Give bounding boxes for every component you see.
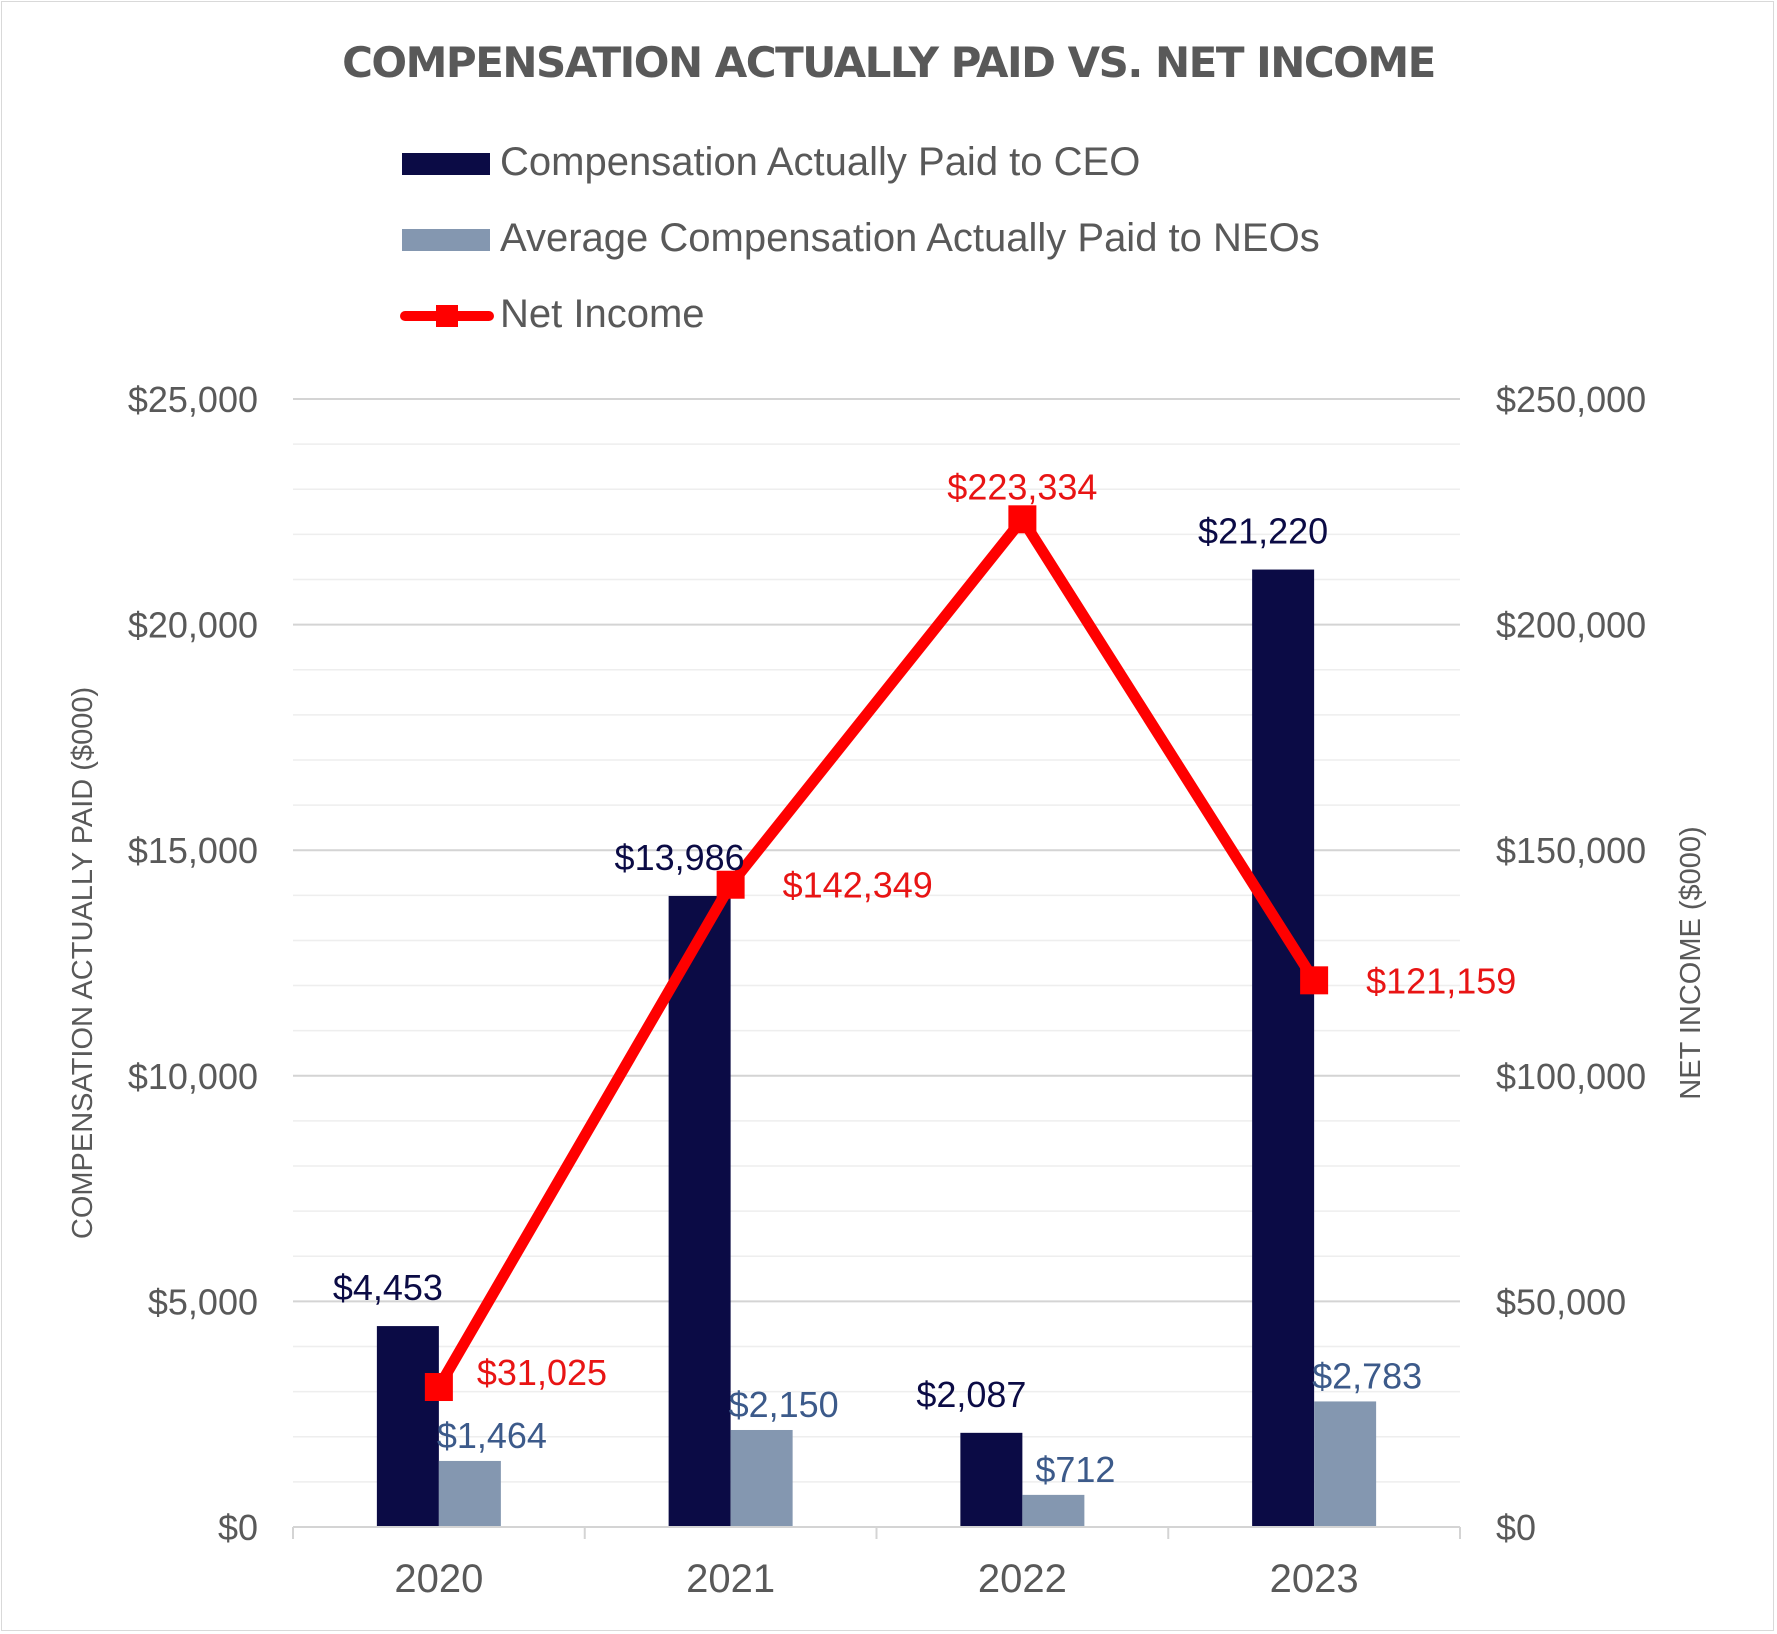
net-income-marker — [424, 1373, 453, 1402]
chart-title: COMPENSATION ACTUALLY PAID VS. NET INCOM… — [342, 38, 1436, 87]
legend-label-ceo: Compensation Actually Paid to CEO — [500, 140, 1141, 184]
bar-neo — [438, 1460, 501, 1527]
legend-label-neo: Average Compensation Actually Paid to NE… — [500, 216, 1320, 260]
y2-tick-label: $50,000 — [1496, 1281, 1626, 1322]
y2-tick-label: $0 — [1496, 1507, 1536, 1548]
data-label-neo: $2,150 — [729, 1384, 839, 1425]
data-label-net-income: $31,025 — [477, 1352, 607, 1393]
legend-label-net-income: Net Income — [500, 292, 705, 336]
y2-tick-label: $200,000 — [1496, 605, 1646, 646]
x-tick-label: 2023 — [1270, 1557, 1359, 1601]
bar-ceo — [668, 895, 731, 1527]
x-tick-label: 2021 — [686, 1557, 775, 1601]
y-tick-label: $15,000 — [128, 830, 258, 871]
y-tick-label: $20,000 — [128, 605, 258, 646]
y2-tick-label: $100,000 — [1496, 1056, 1646, 1097]
legend-swatch-neo — [402, 229, 490, 251]
data-label-ceo: $4,453 — [333, 1267, 443, 1308]
y-tick-label: $0 — [218, 1507, 258, 1548]
y-tick-label: $25,000 — [128, 379, 258, 420]
data-label-net-income: $121,159 — [1366, 960, 1516, 1001]
bar-ceo — [376, 1326, 439, 1527]
bar-ceo — [1252, 569, 1315, 1527]
data-label-neo: $1,464 — [437, 1415, 547, 1456]
legend-swatch-net-income-marker — [436, 305, 458, 327]
bar-neo — [1314, 1401, 1377, 1527]
y-tick-label: $10,000 — [128, 1056, 258, 1097]
data-label-ceo: $13,986 — [615, 837, 745, 878]
y2-tick-label: $250,000 — [1496, 379, 1646, 420]
y-axis-title: COMPENSATION ACTUALLY PAID ($000) — [67, 687, 99, 1239]
net-income-line — [434, 509, 1319, 1390]
data-label-ceo: $21,220 — [1198, 511, 1328, 552]
bar-neo — [730, 1429, 793, 1527]
data-label-neo: $712 — [1035, 1449, 1115, 1490]
net-income-marker — [1300, 966, 1329, 995]
net-income-marker — [716, 870, 745, 899]
data-label-net-income: $223,334 — [947, 466, 1097, 507]
y2-axis-title: NET INCOME ($000) — [1675, 826, 1707, 1099]
bar-ceo — [960, 1432, 1023, 1527]
y-tick-label: $5,000 — [148, 1281, 258, 1322]
net-income-marker — [1008, 505, 1037, 534]
y2-tick-label: $150,000 — [1496, 830, 1646, 871]
data-label-neo: $2,783 — [1312, 1355, 1422, 1396]
x-tick-label: 2020 — [394, 1557, 483, 1601]
data-label-ceo: $2,087 — [916, 1374, 1026, 1415]
x-tick-label: 2022 — [978, 1557, 1067, 1601]
data-label-net-income: $142,349 — [783, 865, 933, 906]
bar-neo — [1022, 1494, 1085, 1527]
legend-swatch-ceo — [402, 153, 490, 175]
